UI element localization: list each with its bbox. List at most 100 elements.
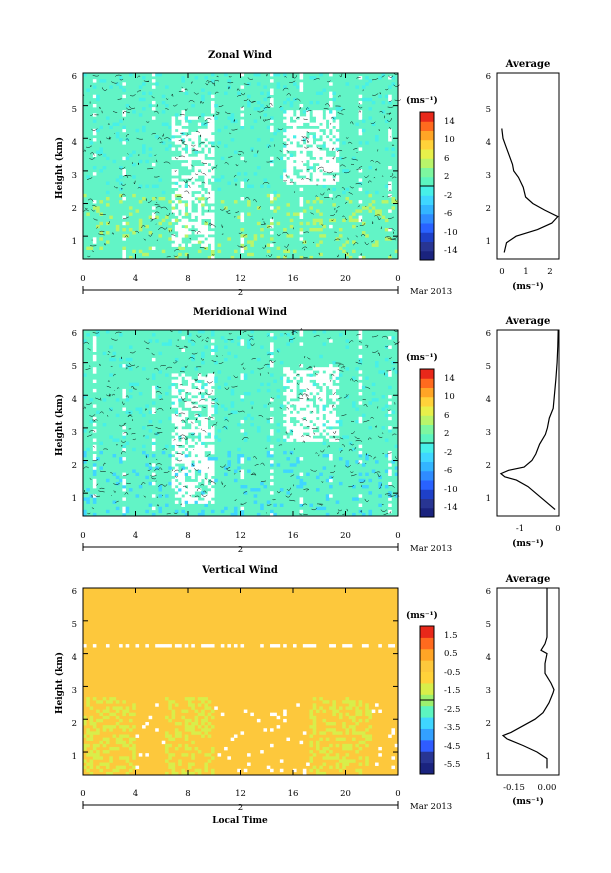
heatmap-cell <box>188 144 192 148</box>
contour-line <box>386 118 392 122</box>
heatmap-cell <box>335 385 340 390</box>
contour-line <box>224 387 230 390</box>
heatmap-cell <box>283 709 287 713</box>
heatmap-cell <box>145 184 149 188</box>
heatmap-cell <box>201 190 205 195</box>
heatmap-cell <box>132 193 136 198</box>
contour-line <box>92 74 100 77</box>
contour-line <box>335 195 341 199</box>
heatmap-cell <box>371 398 376 402</box>
heatmap-cell <box>306 113 310 117</box>
heatmap-cell <box>214 361 218 365</box>
contour-line <box>205 221 208 223</box>
heatmap-cell <box>293 147 297 151</box>
heatmap-cell <box>329 416 333 421</box>
contour-line <box>222 426 228 430</box>
heatmap-cell <box>155 644 159 648</box>
heatmap-cell <box>210 116 215 120</box>
contour-line <box>112 111 118 113</box>
heatmap-cell <box>151 444 156 449</box>
heatmap-cell <box>388 429 392 433</box>
heatmap-cell <box>322 153 327 157</box>
heatmap-cell <box>315 379 320 383</box>
heatmap-cell <box>243 178 248 182</box>
heatmap-cell <box>302 172 307 176</box>
heatmap-cell <box>335 122 340 126</box>
heatmap-cell <box>138 221 143 226</box>
heatmap-cell <box>184 488 189 492</box>
heatmap-cell <box>240 457 245 461</box>
heatmap-cell <box>178 125 182 130</box>
heatmap-cell <box>355 722 359 726</box>
contour-line <box>228 86 231 90</box>
heatmap-cell <box>335 107 340 111</box>
heatmap-cell <box>191 426 195 430</box>
heatmap-cell <box>181 395 186 399</box>
contour-line <box>233 119 235 123</box>
heatmap-cell <box>358 141 363 145</box>
heatmap-cell <box>230 255 235 260</box>
heatmap-cell <box>207 432 212 436</box>
heatmap-cell <box>243 392 248 396</box>
heatmap-cell <box>309 644 313 648</box>
heatmap-cell <box>132 737 136 742</box>
cb-tick: -6 <box>444 466 452 476</box>
heatmap-cell <box>92 404 97 408</box>
heatmap-cell <box>210 218 215 223</box>
plot-tick-marks <box>82 72 399 259</box>
contour-line <box>119 166 126 170</box>
contour-line <box>348 485 355 488</box>
heatmap-cell <box>375 190 379 195</box>
contour-line <box>266 504 272 506</box>
heatmap-cell <box>286 379 291 383</box>
heatmap-cell <box>191 756 195 760</box>
contour-line <box>237 153 242 156</box>
heatmap-cell <box>365 743 369 748</box>
heatmap-cell <box>119 200 123 204</box>
heatmap-cell <box>184 116 189 120</box>
heatmap-cell <box>204 162 208 167</box>
heatmap-cell <box>309 435 313 439</box>
heatmap-cell <box>138 159 143 164</box>
contour-line <box>386 370 392 372</box>
heatmap-cell <box>302 771 307 776</box>
contour-line <box>92 459 99 461</box>
heatmap-cell <box>151 162 156 167</box>
contour-line <box>354 380 359 382</box>
contour-line <box>91 250 95 253</box>
heatmap-cell <box>125 398 130 402</box>
heatmap-cell <box>188 181 192 185</box>
heatmap-cell <box>355 419 359 424</box>
contour-line <box>263 363 270 366</box>
heatmap-cell <box>266 243 271 247</box>
heatmap-cell <box>207 413 212 418</box>
heatmap-cell <box>174 181 179 185</box>
heatmap-cell <box>128 488 133 492</box>
heatmap-cell <box>296 128 300 133</box>
heatmap-cell <box>384 485 389 489</box>
heatmap-cell <box>125 743 130 748</box>
heatmap-cell <box>171 709 176 713</box>
contour-line <box>339 437 344 440</box>
heatmap-cell <box>306 138 310 142</box>
heatmap-cell <box>315 159 320 164</box>
y-tick-label: 3 <box>486 428 491 438</box>
heatmap-cell <box>197 441 202 445</box>
heatmap-cell <box>194 116 199 120</box>
heatmap-cell <box>335 737 340 742</box>
heatmap-cell <box>197 228 202 232</box>
heatmap-cell <box>210 351 215 356</box>
heatmap-cell <box>102 351 107 356</box>
contour-line <box>372 93 379 96</box>
contour-line <box>348 340 354 344</box>
heatmap-cell <box>345 435 350 439</box>
heatmap-cell <box>99 740 103 745</box>
heatmap-cell <box>181 416 186 421</box>
heatmap-cell <box>332 367 336 371</box>
heatmap-cell <box>197 382 202 387</box>
heatmap-cell <box>355 407 359 411</box>
heatmap-cell <box>83 644 87 648</box>
heatmap-cell <box>210 460 215 464</box>
heatmap-cell <box>181 348 186 352</box>
y-tick-label: 4 <box>486 138 491 148</box>
